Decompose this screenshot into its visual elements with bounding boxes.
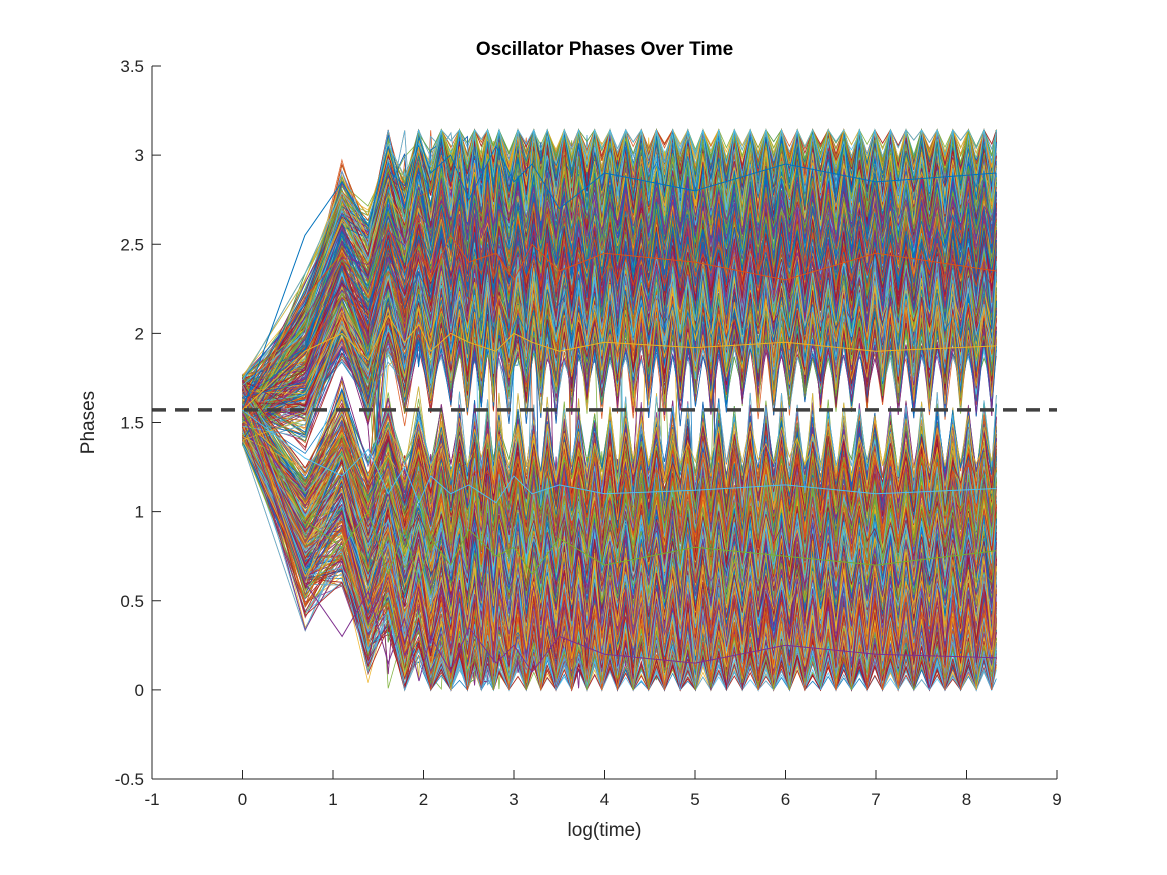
series-line <box>242 129 997 386</box>
x-tick-label: 9 <box>1052 790 1061 809</box>
series-line <box>242 413 997 566</box>
x-tick-label: 3 <box>509 790 518 809</box>
y-tick-label: 3.5 <box>120 57 144 76</box>
series-line <box>242 181 997 383</box>
series-line <box>242 383 997 512</box>
y-tick-label: 2 <box>135 324 144 343</box>
series-line <box>242 130 997 431</box>
x-tick-label: 5 <box>690 790 699 809</box>
y-tick-label: 1.5 <box>120 414 144 433</box>
series-line <box>242 128 997 381</box>
series-line <box>242 410 997 488</box>
x-tick-label: 2 <box>419 790 428 809</box>
x-tick-label: -1 <box>144 790 159 809</box>
series-line <box>242 185 997 411</box>
series-line <box>242 238 997 427</box>
x-tick-label: 8 <box>962 790 971 809</box>
series-line <box>242 395 997 657</box>
series-line <box>242 224 997 411</box>
y-tick-label: 3 <box>135 146 144 165</box>
series-line <box>242 223 997 398</box>
series-line <box>242 157 997 446</box>
y-axis-label: Phases <box>78 391 99 454</box>
series-layer <box>242 128 997 692</box>
x-tick-label: 7 <box>871 790 880 809</box>
series-line <box>242 410 997 690</box>
series-line <box>242 374 997 562</box>
series-line <box>242 226 997 400</box>
series-line <box>242 226 997 411</box>
series-line <box>242 287 997 442</box>
series-line <box>242 300 997 441</box>
y-tick-label: -0.5 <box>115 770 144 789</box>
y-tick-label: 1 <box>135 503 144 522</box>
series-line <box>242 391 997 510</box>
series-line <box>242 409 997 504</box>
series-line <box>242 196 997 378</box>
axes: -1 0 1 2 3 4 5 6 7 8 9 -0.5 0 0.5 1 1.5 2 2.5 3 3.5 <box>115 57 1062 809</box>
series-line <box>242 428 997 692</box>
chart-title: Oscillator Phases Over Time <box>476 39 733 60</box>
series-line <box>242 379 997 617</box>
series-line <box>242 408 997 615</box>
series-line <box>242 432 997 579</box>
x-tick-label: 6 <box>781 790 790 809</box>
x-axis-label: log(time) <box>568 820 642 841</box>
series-line <box>242 254 997 438</box>
series-line <box>242 385 997 666</box>
x-tick-label: 4 <box>600 790 609 809</box>
series-line <box>242 417 997 604</box>
series-line <box>242 396 997 496</box>
y-tick-label: 0 <box>135 681 144 700</box>
series-line <box>242 409 997 585</box>
series-line <box>242 135 997 411</box>
y-tick-label: 2.5 <box>120 235 144 254</box>
series-line <box>242 435 997 539</box>
series-line <box>242 384 997 562</box>
series-line <box>242 400 997 690</box>
series-line <box>242 314 997 411</box>
series-line <box>242 423 997 603</box>
x-tick-label: 0 <box>238 790 247 809</box>
series-line <box>242 398 997 593</box>
series-line <box>242 391 997 632</box>
series-line <box>242 128 997 420</box>
y-tick-label: 0.5 <box>120 592 144 611</box>
x-tick-label: 1 <box>328 790 337 809</box>
series-line <box>242 409 997 682</box>
series-line <box>242 379 997 690</box>
